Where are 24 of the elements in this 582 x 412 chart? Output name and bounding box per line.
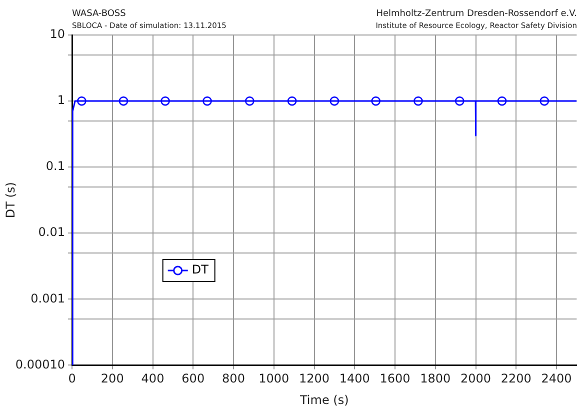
x-tick-label: 2000 (460, 372, 492, 386)
x-tick-label: 2200 (500, 372, 532, 386)
x-tick-label: 1800 (420, 372, 451, 386)
y-tick-label: 0.001 (30, 291, 65, 306)
legend-label: DT (192, 262, 210, 277)
x-axis-title: Time (s) (298, 392, 349, 407)
x-tick-label: 400 (141, 372, 164, 386)
y-tick-label: 0.01 (38, 225, 65, 240)
y-tick-label: 0.1 (46, 159, 65, 174)
x-tick-label: 1600 (380, 372, 410, 386)
y-tick-label: 10 (50, 27, 65, 42)
x-tick-label: 0 (68, 372, 76, 386)
y-tick-label: 0.00010 (15, 357, 65, 372)
x-tick-label: 800 (222, 372, 245, 386)
x-tick-label: 1200 (298, 372, 330, 386)
chart-title: WASA-BOSS (72, 9, 126, 19)
x-tick-label: 1400 (339, 372, 370, 386)
y-axis-title: DT (s) (3, 182, 18, 218)
y-tick-label: 1 (57, 93, 65, 108)
x-tick-label: 200 (100, 372, 124, 386)
x-tick-label: 2400 (541, 372, 572, 386)
x-tick-label: 600 (182, 372, 205, 386)
x-tick-label: 1000 (258, 372, 290, 386)
text: Helmholtz-Zentrum Dresden-Rossendorf e.V. (376, 9, 577, 19)
